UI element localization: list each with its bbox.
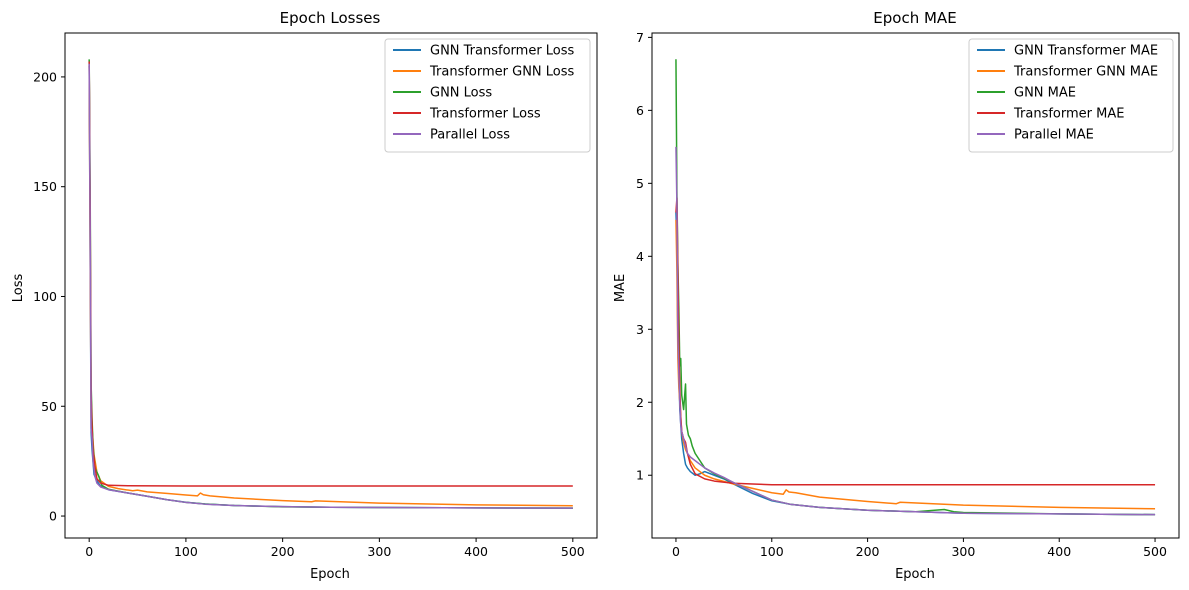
losses-y-tick-label: 0: [49, 509, 57, 524]
mae-x-tick-label: 300: [951, 544, 975, 559]
mae-y-tick-label: 2: [636, 395, 644, 410]
losses-xlabel: Epoch: [310, 567, 350, 582]
mae-series-line-5: [675, 146, 1156, 516]
mae-legend-box: [968, 38, 1174, 153]
losses-axes-frame: [64, 32, 598, 539]
losses-y-tick-label: 50: [41, 399, 57, 414]
mae-y-tick-label: 5: [636, 176, 644, 191]
losses-x-tick-label: 100: [174, 544, 198, 559]
mae-legend-label-1: GNN Transformer MAE: [1014, 44, 1158, 59]
losses-x-tick-label: 0: [85, 544, 93, 559]
losses-legend-label-1: GNN Transformer Loss: [430, 44, 575, 59]
mae-legend-label-4: Transformer MAE: [1013, 107, 1124, 122]
losses-y-tick-label: 200: [33, 69, 57, 84]
mae-legend-label-2: Transformer GNN MAE: [1013, 65, 1158, 80]
mae-x-tick-label: 400: [1047, 544, 1071, 559]
losses-y-tick-label: 100: [33, 289, 57, 304]
mae-series-line-2: [675, 219, 1156, 510]
losses-y-tick-label: 150: [33, 179, 57, 194]
losses-legend-label-4: Transformer Loss: [429, 107, 541, 122]
losses-ylabel: Loss: [11, 274, 26, 303]
losses-x-tick-label: 300: [367, 544, 391, 559]
mae-panel: Epoch MAE Epoch MAE 0 100 200 300 400 500 1 2 3 4…: [613, 9, 1180, 582]
mae-legend-label-3: GNN MAE: [1014, 86, 1076, 101]
mae-title: Epoch MAE: [873, 9, 956, 27]
mae-y-tick-label: 6: [636, 103, 644, 118]
losses-legend-box: [384, 38, 591, 153]
mae-x-tick-label: 500: [1143, 544, 1167, 559]
losses-legend-label-3: GNN Loss: [430, 86, 492, 101]
mae-y-tick-label: 3: [636, 322, 644, 337]
mae-xlabel: Epoch: [895, 567, 935, 582]
losses-x-tick-label: 500: [561, 544, 585, 559]
losses-panel: Epoch Losses Epoch Loss 0 100 200 300 400 500…: [11, 9, 598, 582]
losses-legend-label-2: Transformer GNN Loss: [429, 65, 575, 80]
mae-ylabel: MAE: [613, 274, 628, 302]
mae-x-tick-label: 0: [672, 544, 680, 559]
mae-y-tick-label: 4: [636, 249, 644, 264]
mae-series-line-4: [675, 197, 1156, 486]
mae-legend-label-5: Parallel MAE: [1014, 128, 1094, 143]
losses-x-tick-label: 400: [464, 544, 488, 559]
mae-x-tick-label: 100: [760, 544, 784, 559]
losses-x-tick-label: 200: [271, 544, 295, 559]
mae-y-tick-label: 1: [636, 468, 644, 483]
mae-y-tick-label: 7: [636, 30, 644, 45]
mae-x-tick-label: 200: [856, 544, 880, 559]
losses-series-line-5: [88, 63, 573, 509]
mae-series-line-1: [675, 212, 1156, 516]
losses-legend-label-5: Parallel Loss: [430, 128, 510, 143]
mae-axes-frame: [651, 32, 1180, 539]
losses-title: Epoch Losses: [280, 9, 381, 27]
